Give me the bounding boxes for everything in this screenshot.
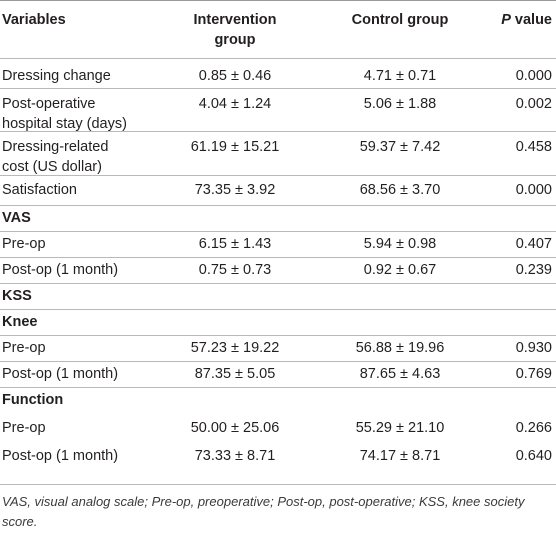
row-divider (0, 131, 556, 132)
header-bottom-rule (0, 58, 556, 59)
cell-p-value: 0.239 (515, 262, 552, 278)
cell-p-value: 0.640 (515, 448, 552, 464)
cell-control: 56.88 ± 19.96 (355, 340, 445, 356)
cell-control: 55.29 ± 21.10 (355, 420, 445, 436)
row-label-line1: Post-operative (2, 96, 96, 112)
row-label: Dressing change (2, 68, 111, 84)
header-p-italic: P (501, 12, 511, 28)
cell-p-value: 0.000 (515, 182, 552, 198)
row-divider (0, 283, 556, 284)
cell-p-value: 0.002 (515, 96, 552, 112)
row-divider (0, 175, 556, 176)
row-label-line1: Dressing-related (2, 139, 109, 155)
cell-control: 87.65 ± 4.63 (359, 366, 441, 382)
table-footnote: VAS, visual analog scale; Pre-op, preope… (2, 494, 525, 529)
header-variables: Variables (2, 12, 66, 28)
cell-p-value: 0.769 (515, 366, 552, 382)
cell-control: 59.37 ± 7.42 (359, 139, 441, 155)
cell-control: 5.06 ± 1.88 (363, 96, 437, 112)
table-top-rule (0, 0, 556, 1)
cell-intervention: 57.23 ± 19.22 (190, 340, 280, 356)
header-intervention-line2: group (214, 32, 256, 48)
header-p-suffix: value (510, 12, 552, 28)
cell-intervention: 6.15 ± 1.43 (198, 236, 272, 252)
row-divider (0, 387, 556, 388)
cell-p-value: 0.000 (515, 68, 552, 84)
row-divider (0, 231, 556, 232)
cell-control: 5.94 ± 0.98 (363, 236, 437, 252)
section-label-knee: Knee (2, 314, 38, 330)
cell-intervention: 73.35 ± 3.92 (194, 182, 276, 198)
row-label: Pre-op (2, 236, 46, 252)
cell-control: 0.92 ± 0.67 (363, 262, 437, 278)
row-label: Pre-op (2, 340, 46, 356)
cell-intervention: 0.85 ± 0.46 (198, 68, 272, 84)
cell-p-value: 0.930 (515, 340, 552, 356)
row-divider (0, 335, 556, 336)
cell-intervention: 87.35 ± 5.05 (194, 366, 276, 382)
row-label: Post-operative hospital stay (days) (2, 94, 127, 134)
row-label: Dressing-related cost (US dollar) (2, 137, 108, 177)
section-label-kss: KSS (2, 288, 32, 304)
row-divider (0, 257, 556, 258)
header-intervention-line1: Intervention (193, 12, 277, 28)
section-label-vas: VAS (2, 210, 31, 226)
row-divider (0, 361, 556, 362)
cell-control: 4.71 ± 0.71 (363, 68, 437, 84)
row-label-line2: hospital stay (days) (2, 116, 127, 132)
row-divider (0, 88, 556, 89)
cell-control: 74.17 ± 8.71 (359, 448, 441, 464)
header-control: Control group (351, 12, 449, 28)
header-intervention: Intervention group (152, 10, 318, 50)
section-label-function: Function (2, 392, 64, 408)
row-label-line2: cost (US dollar) (2, 159, 102, 175)
table-bottom-rule (0, 484, 556, 485)
cell-intervention: 73.33 ± 8.71 (194, 448, 276, 464)
cell-intervention: 4.04 ± 1.24 (198, 96, 272, 112)
cell-intervention: 61.19 ± 15.21 (190, 139, 280, 155)
cell-p-value: 0.407 (515, 236, 552, 252)
row-label: Post-op (1 month) (2, 262, 119, 278)
row-label: Post-op (1 month) (2, 366, 119, 382)
row-divider (0, 205, 556, 206)
cell-p-value: 0.458 (515, 139, 552, 155)
cell-p-value: 0.266 (515, 420, 552, 436)
row-label: Pre-op (2, 420, 46, 436)
row-label: Satisfaction (2, 182, 77, 198)
cell-control: 68.56 ± 3.70 (359, 182, 441, 198)
row-divider (0, 309, 556, 310)
row-label: Post-op (1 month) (2, 448, 119, 464)
cell-intervention: 50.00 ± 25.06 (190, 420, 280, 436)
header-p-value: P value (466, 10, 552, 30)
cell-intervention: 0.75 ± 0.73 (198, 262, 272, 278)
